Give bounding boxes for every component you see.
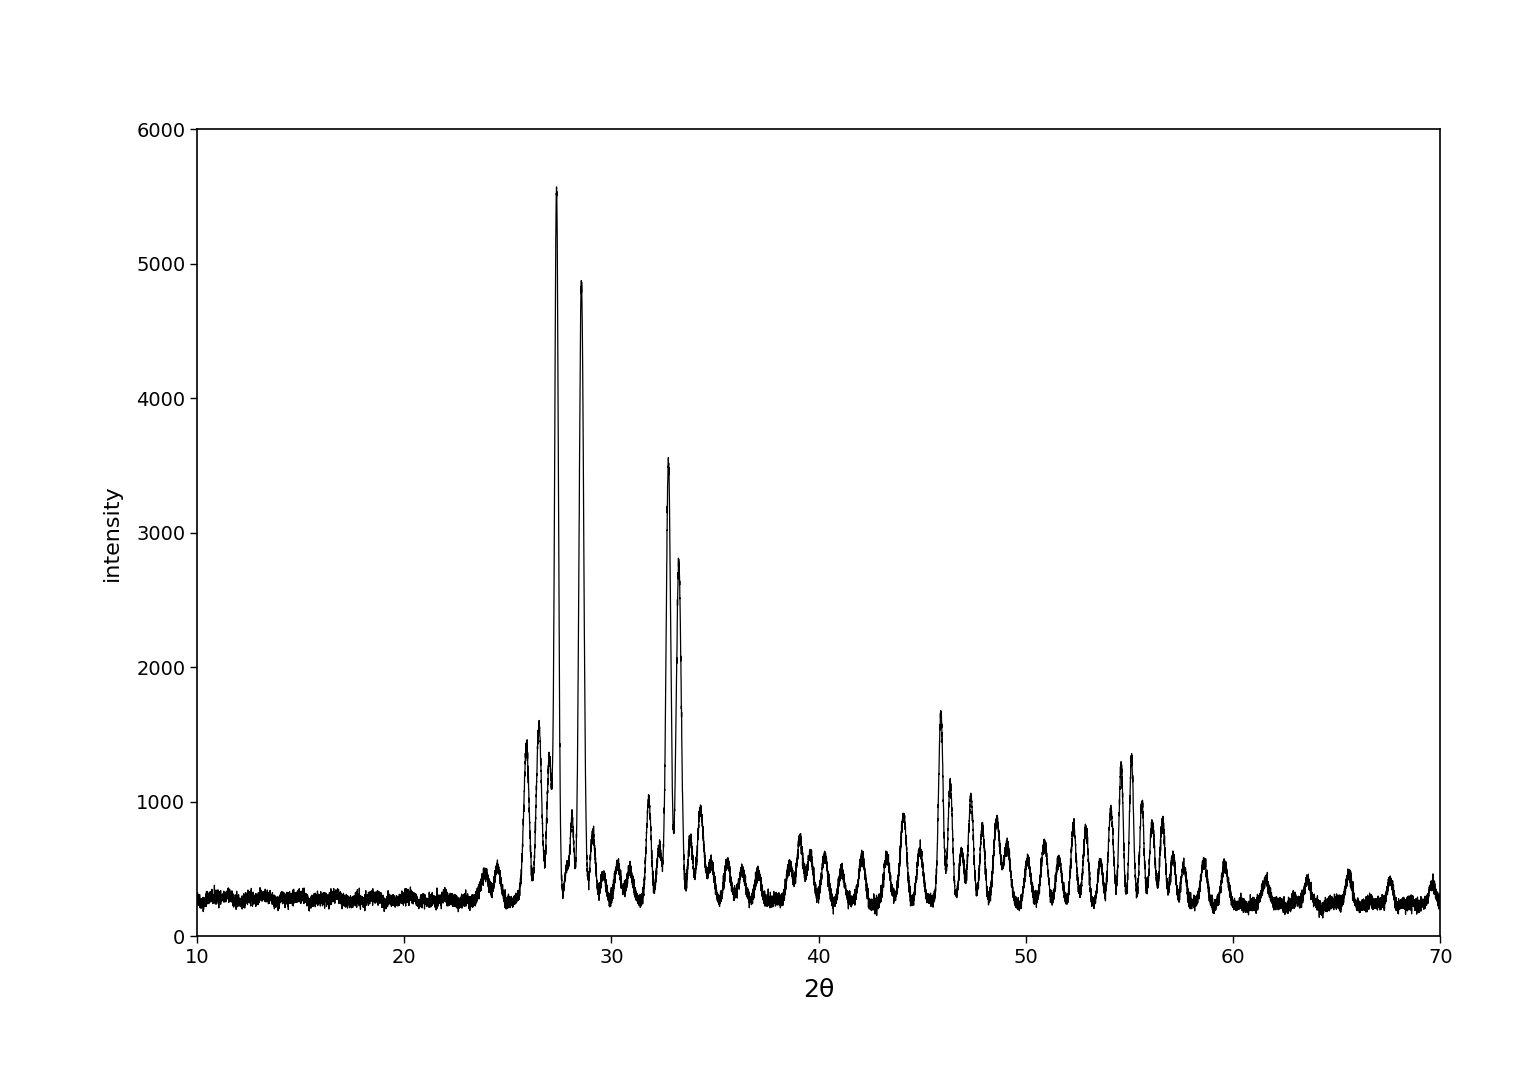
Y-axis label: intensity: intensity <box>102 484 123 581</box>
X-axis label: 2θ: 2θ <box>803 978 834 1002</box>
